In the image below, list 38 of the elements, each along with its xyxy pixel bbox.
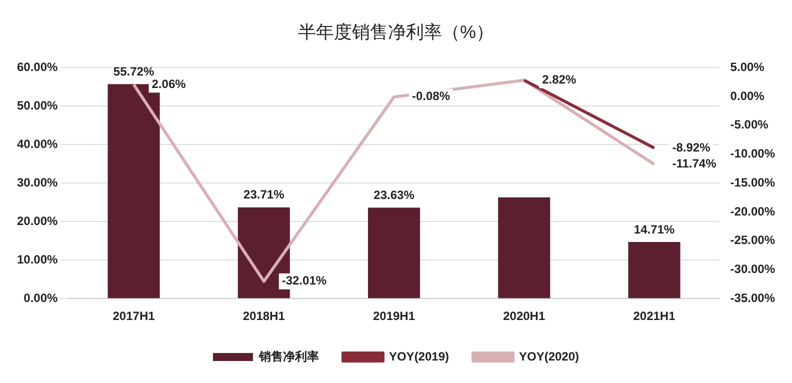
x-tick-label: 2021H1 [633,309,676,324]
y-tick-label: 0.00% [24,290,58,305]
chart-title: 半年度销售净利率（%） [298,22,494,42]
y2-tick-label: -10.00% [730,146,776,161]
y2-tick-label: -25.00% [730,233,776,248]
y2-tick-label: -15.00% [730,175,776,190]
y-tick-label: 20.00% [16,214,58,228]
y2-tick-label: 5.00% [730,60,765,74]
y-tick-label: 50.00% [16,98,58,112]
y-tick-label: 60.00% [16,60,58,74]
data-label: 23.63% [374,188,415,202]
bar [498,197,550,298]
x-tick-label: 2019H1 [372,309,416,324]
y2-tick-label: -30.00% [730,262,776,276]
y-tick-label: 10.00% [16,252,58,266]
y2-tick-label: -20.00% [730,204,776,218]
x-tick-label: 2020H1 [503,309,546,324]
data-label: -8.92% [672,140,711,154]
data-label: -11.74% [672,156,717,171]
data-label: -32.01% [282,274,327,288]
y2-tick-label: -35.00% [730,290,776,305]
data-label: 14.71% [634,222,675,236]
y-tick-label: 30.00% [16,175,58,190]
y2-tick-label: 0.00% [730,88,765,103]
legend-label: YOY(2019) [388,349,450,364]
data-label: 2.06% [152,76,186,91]
legend-label: YOY(2020) [519,349,580,364]
bar [628,242,680,298]
y-tick-label: 40.00% [16,136,58,151]
legend-label: 销售净利率 [258,349,319,364]
bar [368,208,420,298]
data-label: -0.08% [412,89,450,104]
y2-tick-label: -5.00% [730,118,769,132]
x-tick-label: 2017H1 [112,309,156,324]
x-tick-label: 2018H1 [242,309,286,324]
data-label: 55.72% [113,64,154,78]
data-label: 23.71% [244,188,285,202]
data-label: 2.82% [542,72,576,86]
